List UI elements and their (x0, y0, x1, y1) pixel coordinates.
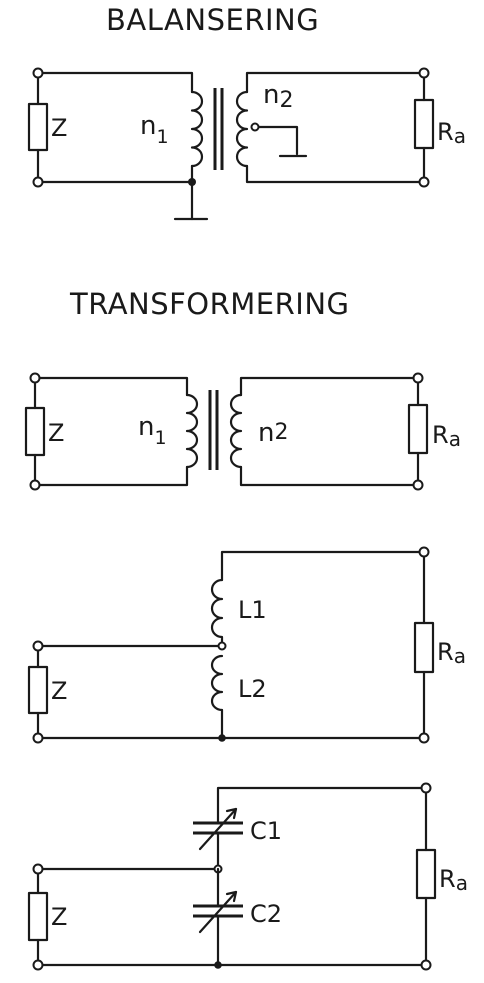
resistor-ra (407, 403, 429, 455)
resistor-ra (415, 848, 437, 900)
label-z: Z (51, 114, 67, 142)
label-n2: n2 (258, 418, 288, 448)
wire-c2-left-bottom (33, 465, 189, 487)
terminal (420, 959, 432, 971)
label-n1: n1 (140, 111, 169, 148)
label-z: Z (51, 903, 67, 931)
junction-dot (188, 178, 196, 186)
wire-c4-right-top (216, 786, 428, 852)
coil-n1 (185, 393, 199, 469)
label-c2: C2 (250, 900, 282, 928)
terminal (32, 176, 44, 188)
impedance-z (27, 665, 49, 715)
impedance-z (27, 102, 49, 152)
terminal (412, 372, 424, 384)
terminal (418, 546, 430, 558)
terminal (418, 176, 430, 188)
wire-c3-right-bottom (220, 670, 426, 740)
tap-node (217, 641, 227, 651)
coil-n2 (235, 90, 249, 168)
circuit-balansering: Z n1 n2 Ra (27, 67, 466, 221)
label-l2: L2 (238, 675, 267, 703)
label-z: Z (48, 419, 64, 447)
wire-c2-left-top (33, 376, 189, 397)
wire-c2-right-top (239, 376, 420, 407)
label-n2: n2 (263, 80, 293, 113)
label-n1: n1 (138, 412, 167, 449)
terminal (420, 782, 432, 794)
wire-c1-left-bottom (36, 164, 194, 184)
junction-dot (214, 961, 222, 969)
label-l1: L1 (238, 596, 267, 624)
terminal (29, 372, 41, 384)
terminal (32, 640, 44, 652)
circuit-inductive-divider: L1 L2 Z Ra (27, 546, 466, 744)
label-ra: Ra (432, 421, 461, 451)
title-transformering: TRANSFORMERING (69, 287, 350, 321)
label-ra: Ra (437, 638, 466, 668)
terminal (32, 863, 44, 875)
circuit-transformering: Z n1 n2 Ra (24, 372, 461, 491)
terminal (418, 67, 430, 79)
resistor-ra (413, 621, 435, 674)
impedance-z (27, 891, 49, 942)
terminal (418, 732, 430, 744)
wire-center-tap (250, 125, 299, 156)
terminal (32, 959, 44, 971)
terminal (412, 479, 424, 491)
wire-c1-left-top (36, 71, 194, 94)
terminal (32, 732, 44, 744)
wire-c1-right-top (245, 71, 426, 102)
coil-l1 (210, 578, 224, 648)
terminal (32, 67, 44, 79)
label-ra: Ra (439, 865, 468, 895)
label-ra: Ra (437, 118, 466, 148)
center-tap-node (250, 122, 260, 132)
wire-c3-right-top (220, 550, 426, 625)
terminal (29, 479, 41, 491)
label-z: Z (51, 677, 67, 705)
label-c1: C1 (250, 817, 282, 845)
circuit-capacitive-divider: C1 C2 Z Ra (27, 782, 468, 971)
junction-dot (218, 734, 226, 742)
coil-n1 (190, 90, 204, 168)
impedance-z (24, 406, 46, 457)
coil-l2 (210, 654, 224, 712)
wire-c2-right-bottom (239, 451, 420, 487)
coil-n2 (229, 393, 243, 469)
title-balansering: BALANSERING (106, 3, 319, 37)
resistor-ra (413, 98, 435, 150)
wire-c1-right-bottom (245, 146, 426, 184)
